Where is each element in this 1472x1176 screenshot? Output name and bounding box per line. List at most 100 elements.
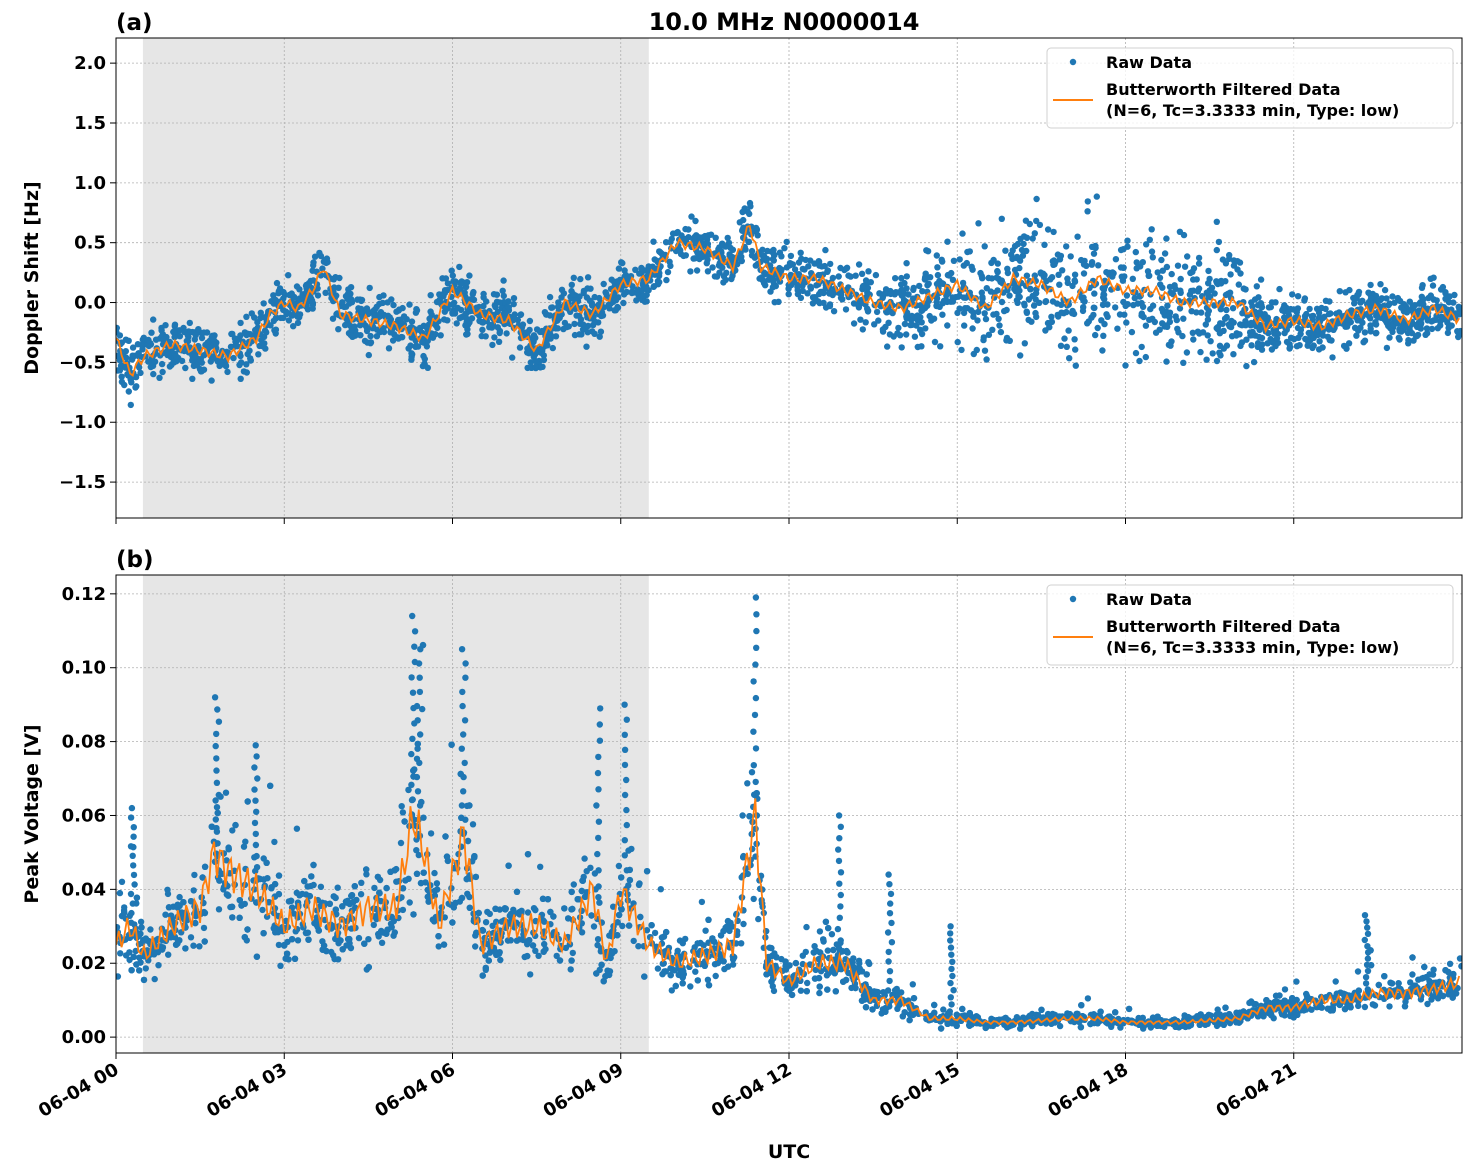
raw-data-point [619, 260, 625, 266]
raw-data-point [880, 293, 886, 299]
raw-data-point [787, 262, 793, 268]
raw-data-point [1158, 257, 1164, 263]
raw-data-point [816, 262, 822, 268]
raw-data-point [418, 880, 424, 886]
raw-data-point [414, 307, 420, 313]
y-tick-label: 2.0 [74, 53, 106, 74]
raw-data-point [798, 988, 804, 994]
raw-data-point [994, 287, 1000, 293]
raw-data-point [1021, 301, 1027, 307]
raw-data-point [1224, 314, 1230, 320]
raw-data-point [880, 326, 886, 332]
raw-data-point [1068, 253, 1074, 259]
raw-data-point [753, 225, 759, 231]
raw-data-point [393, 879, 399, 885]
raw-data-point [803, 949, 809, 955]
raw-data-point [818, 289, 824, 295]
raw-data-point [260, 930, 266, 936]
raw-data-point [906, 1017, 912, 1023]
raw-data-point [1164, 303, 1170, 309]
raw-data-point [749, 248, 755, 254]
raw-data-point [244, 369, 250, 375]
raw-data-point [541, 949, 547, 955]
raw-data-point [1014, 300, 1020, 306]
raw-data-point [471, 853, 477, 859]
raw-data-point [358, 880, 364, 886]
raw-data-point [428, 830, 434, 836]
raw-data-point [713, 973, 719, 979]
raw-data-point [1285, 309, 1291, 315]
raw-data-point [967, 1010, 973, 1016]
raw-data-point [223, 790, 229, 796]
raw-data-point [1117, 311, 1123, 317]
raw-data-point [517, 344, 523, 350]
raw-data-point [1367, 282, 1373, 288]
raw-data-point [786, 291, 792, 297]
raw-data-point [165, 891, 171, 897]
raw-data-point [937, 343, 943, 349]
raw-data-point [392, 929, 398, 935]
raw-data-point [764, 248, 770, 254]
raw-data-point [400, 809, 406, 815]
raw-data-point [489, 342, 495, 348]
raw-data-point [1010, 247, 1016, 253]
raw-data-point [702, 928, 708, 934]
raw-data-point [925, 248, 931, 254]
raw-data-point [1430, 282, 1436, 288]
raw-data-point [569, 889, 575, 895]
raw-data-point [585, 329, 591, 335]
raw-data-point [175, 902, 181, 908]
raw-data-point [675, 948, 681, 954]
raw-data-point [1129, 329, 1135, 335]
raw-data-point [483, 298, 489, 304]
raw-data-point [922, 325, 928, 331]
raw-data-point [827, 290, 833, 296]
raw-data-point [143, 935, 149, 941]
raw-data-point [469, 315, 475, 321]
raw-data-point [894, 330, 900, 336]
raw-data-point [310, 262, 316, 268]
raw-data-point [898, 281, 904, 287]
raw-data-point [1233, 1019, 1239, 1025]
raw-data-point [585, 274, 591, 280]
raw-data-point [274, 280, 280, 286]
raw-data-point [1184, 253, 1190, 259]
raw-data-point [466, 802, 472, 808]
raw-data-point [865, 308, 871, 314]
raw-data-point [532, 364, 538, 370]
raw-data-point [1420, 296, 1426, 302]
raw-data-point [376, 294, 382, 300]
raw-data-point [1074, 234, 1080, 240]
raw-data-point [720, 958, 726, 964]
raw-data-point [1003, 337, 1009, 343]
raw-data-point [595, 936, 601, 942]
raw-data-point [1449, 322, 1455, 328]
raw-data-point [1174, 317, 1180, 323]
raw-data-point [564, 324, 570, 330]
raw-data-point [739, 209, 745, 215]
raw-data-point [1383, 295, 1389, 301]
raw-data-point [549, 304, 555, 310]
raw-data-point [448, 742, 454, 748]
raw-data-point [1023, 309, 1029, 315]
raw-data-point [1100, 333, 1106, 339]
raw-data-point [663, 929, 669, 935]
raw-data-point [340, 946, 346, 952]
raw-data-point [455, 305, 461, 311]
raw-data-point [704, 257, 710, 263]
raw-data-point [1023, 218, 1029, 224]
raw-data-point [784, 239, 790, 245]
raw-data-point [1050, 229, 1056, 235]
raw-data-point [692, 234, 698, 240]
raw-data-point [1430, 993, 1436, 999]
raw-data-point [283, 955, 289, 961]
raw-data-point [1159, 306, 1165, 312]
raw-data-point [884, 343, 890, 349]
raw-data-point [503, 330, 509, 336]
raw-data-point [1057, 1023, 1063, 1029]
raw-data-point [656, 279, 662, 285]
raw-data-point [1150, 254, 1156, 260]
raw-data-point [616, 863, 622, 869]
raw-data-point [919, 331, 925, 337]
